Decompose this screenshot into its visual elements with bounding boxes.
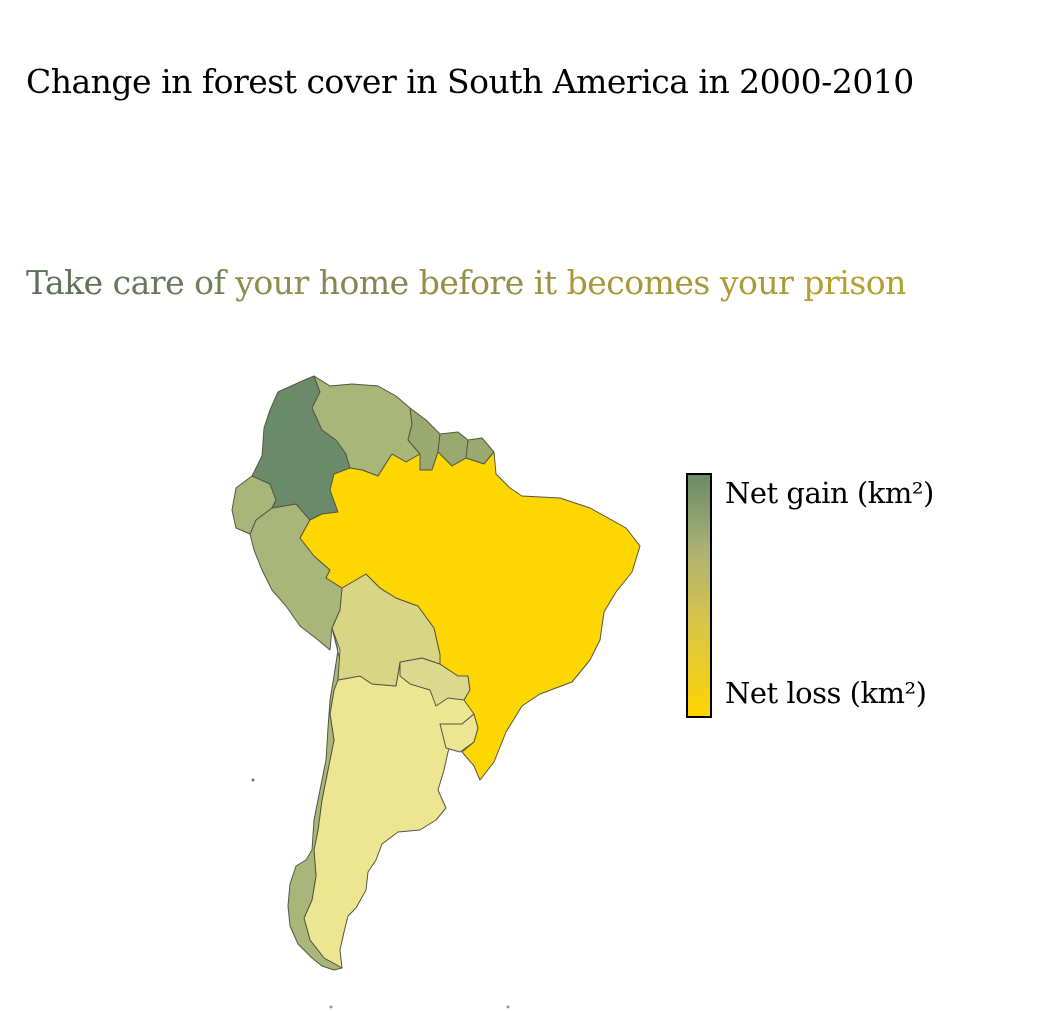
legend-color-bar xyxy=(686,473,712,718)
region-chile xyxy=(287,627,343,971)
legend-gain-label: Net gain (km²) xyxy=(725,476,934,510)
island-dot xyxy=(251,778,255,782)
subtitle-word: it xyxy=(533,263,557,302)
subtitle-word: Take xyxy=(26,263,103,302)
page-subtitle: Take care of your home before it becomes… xyxy=(26,263,906,302)
subtitle-word: home xyxy=(318,263,409,302)
legend-loss-label: Net loss (km²) xyxy=(725,676,927,710)
page-title: Change in forest cover in South America … xyxy=(26,62,914,101)
subtitle-word: your xyxy=(235,263,309,302)
subtitle-word: before xyxy=(418,263,525,302)
subtitle-word: care xyxy=(112,263,185,302)
subtitle-word: becomes xyxy=(566,263,711,302)
island-dot xyxy=(329,1005,333,1009)
subtitle-word: of xyxy=(194,263,226,302)
subtitle-word: prison xyxy=(803,263,906,302)
island-dot xyxy=(506,1005,510,1009)
subtitle-word: your xyxy=(719,263,794,302)
region-brazil xyxy=(299,451,641,781)
